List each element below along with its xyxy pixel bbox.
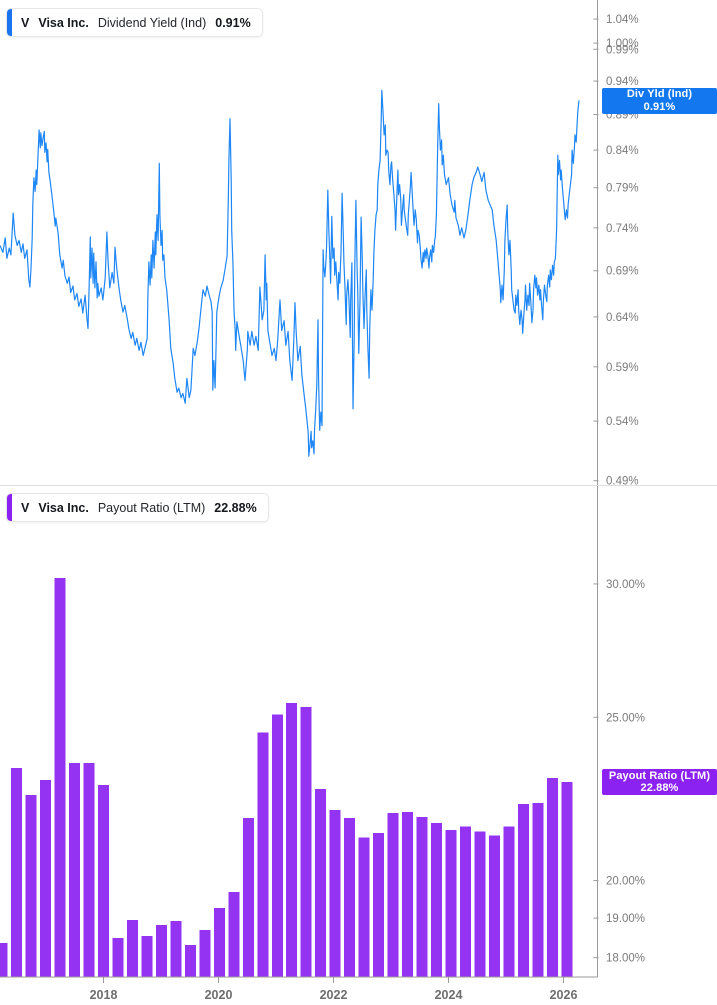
payout-ratio-bar [547, 778, 558, 977]
payout-ratio-bar [40, 779, 51, 977]
payout-ratio-bar [300, 706, 312, 977]
y-axis-label: 0.74% [606, 223, 639, 235]
series-color-bar-icon [7, 9, 12, 36]
y-axis-label: 0.99% [606, 44, 639, 56]
payout-ratio-bar [199, 930, 211, 977]
payout-ratio-bar [271, 714, 283, 977]
y-axis-label: 20.00% [606, 876, 645, 888]
company-name: Visa Inc. [38, 500, 89, 515]
y-axis-label: 0.84% [606, 145, 639, 157]
payout-ratio-bar [0, 942, 8, 977]
payout-ratio-bar [228, 892, 240, 977]
payout-ratio-bar [242, 817, 254, 977]
y-axis-label: 0.59% [606, 362, 639, 374]
y-axis-label: 0.49% [606, 476, 639, 486]
payout-ratio-bar [11, 768, 22, 977]
y-axis-label: 25.00% [606, 712, 645, 724]
y-axis-label: 0.54% [606, 416, 639, 428]
payout-ratio-bar [97, 785, 109, 977]
dividend-yield-chart[interactable]: 1.04%1.00%0.99%0.94%0.89%0.84%0.79%0.74%… [0, 0, 717, 486]
payout-ratio-bar [54, 577, 66, 977]
y-axis-label: 1.04% [606, 14, 639, 26]
payout-ratio-bar [518, 803, 529, 977]
series-legend-payout-ratio[interactable]: V Visa Inc. Payout Ratio (LTM) 22.88% [6, 493, 269, 522]
badge-label: Payout Ratio (LTM) [608, 769, 711, 782]
payout-ratio-bar [387, 812, 399, 977]
y-axis-label: 0.79% [606, 183, 639, 195]
payout-ratio-bar [445, 830, 457, 977]
badge-value: 0.91% [643, 100, 676, 113]
payout-ratio-bar [170, 921, 182, 977]
y-axis-label: 0.69% [606, 266, 639, 278]
payout-ratio-bar [460, 826, 472, 977]
y-axis-label: 19.00% [606, 913, 645, 925]
metric-value: 22.88% [214, 500, 257, 515]
x-axis-year-label: 2020 [205, 988, 233, 1002]
y-axis-label: 0.94% [606, 76, 639, 88]
dividend-yield-line [0, 89, 580, 457]
y-axis-label: 0.64% [606, 312, 639, 324]
payout-ratio-bar [344, 817, 356, 977]
payout-ratio-bar [315, 788, 327, 977]
payout-ratio-bar [68, 762, 80, 977]
payout-ratio-bar [329, 809, 341, 977]
company-name: Visa Inc. [38, 15, 89, 30]
x-axis-year-label: 2018 [90, 988, 118, 1002]
payout-ratio-bar [83, 762, 95, 977]
payout-ratio-bar [431, 822, 443, 977]
metric-name: Dividend Yield (Ind) [97, 15, 207, 30]
payout-ratio-bar [532, 802, 544, 977]
x-axis-year-label: 2022 [320, 988, 348, 1002]
payout-ratio-bar [286, 702, 298, 977]
payout-ratio-bar [257, 732, 269, 977]
ticker-symbol: V [21, 15, 30, 30]
series-color-bar-icon [7, 494, 12, 521]
payout-ratio-bar [141, 936, 153, 977]
x-axis-year-label: 2024 [435, 988, 463, 1002]
ticker-symbol: V [21, 500, 30, 515]
x-axis-year-label: 2026 [550, 988, 578, 1002]
payout-ratio-bar [474, 831, 486, 977]
metric-name: Payout Ratio (LTM) [97, 500, 206, 515]
last-value-badge-payout-ratio: Payout Ratio (LTM) 22.88% [602, 769, 717, 796]
payout-ratio-bar [184, 944, 196, 977]
payout-ratio-bar [155, 925, 167, 977]
payout-ratio-bar [213, 907, 225, 977]
payout-ratio-bar [25, 795, 37, 977]
y-axis-label: 30.00% [606, 579, 645, 591]
payout-ratio-bar [373, 832, 385, 977]
last-value-badge-dividend-yield: Div Yld (Ind) 0.91% [602, 87, 717, 114]
payout-ratio-chart[interactable]: 30.00% 25.00% 20.00% 19.00% 18.00% 2018 2020 20… [0, 486, 717, 1005]
y-axis-label: 18.00% [606, 953, 645, 965]
metric-value: 0.91% [215, 15, 251, 30]
payout-ratio-bar [126, 920, 138, 977]
y-axis-label: 1.00% [606, 38, 639, 50]
payout-ratio-bar [402, 811, 414, 977]
payout-ratio-bar [358, 837, 370, 977]
payout-ratio-bar [489, 835, 501, 977]
badge-value: 22.88% [640, 782, 679, 795]
payout-ratio-bar [416, 816, 428, 977]
series-legend-dividend-yield[interactable]: V Visa Inc. Dividend Yield (Ind) 0.91% [6, 8, 263, 37]
payout-ratio-bar [561, 782, 573, 977]
payout-ratio-bar [503, 826, 515, 977]
badge-label: Div Yld (Ind) [626, 88, 693, 101]
payout-ratio-bar [112, 938, 124, 977]
